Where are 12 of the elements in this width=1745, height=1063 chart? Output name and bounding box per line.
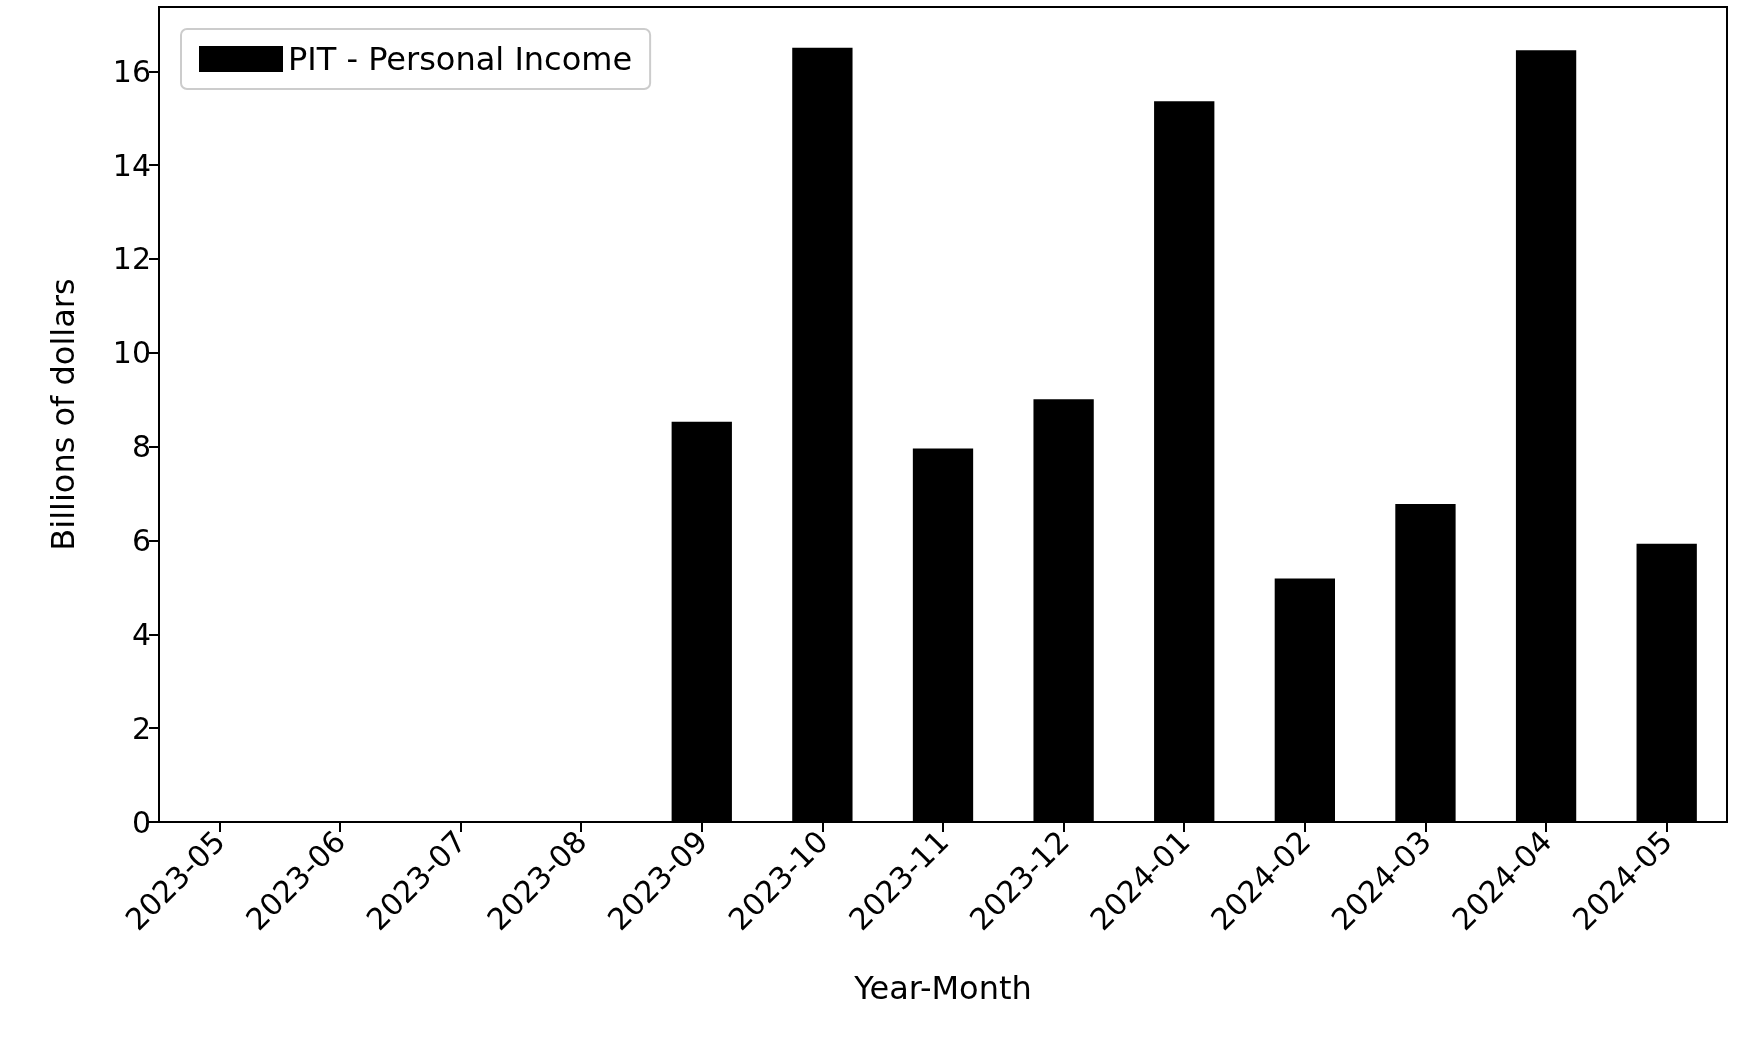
- y-tick-label: 8: [131, 429, 151, 465]
- y-axis-title: Billions of dollars: [44, 278, 82, 551]
- y-tick-label: 10: [112, 335, 151, 371]
- y-tick-label: 4: [131, 616, 151, 652]
- x-axis-title: Year-Month: [853, 969, 1032, 1007]
- y-tick-label: 14: [112, 147, 151, 183]
- y-tick-label: 2: [131, 710, 151, 746]
- y-tick-label: 6: [131, 522, 151, 558]
- y-tick-label: 16: [112, 53, 151, 89]
- y-tick-label: 0: [131, 804, 151, 840]
- legend-label: PIT - Personal Income: [288, 40, 633, 78]
- y-tick-label: 12: [112, 241, 151, 277]
